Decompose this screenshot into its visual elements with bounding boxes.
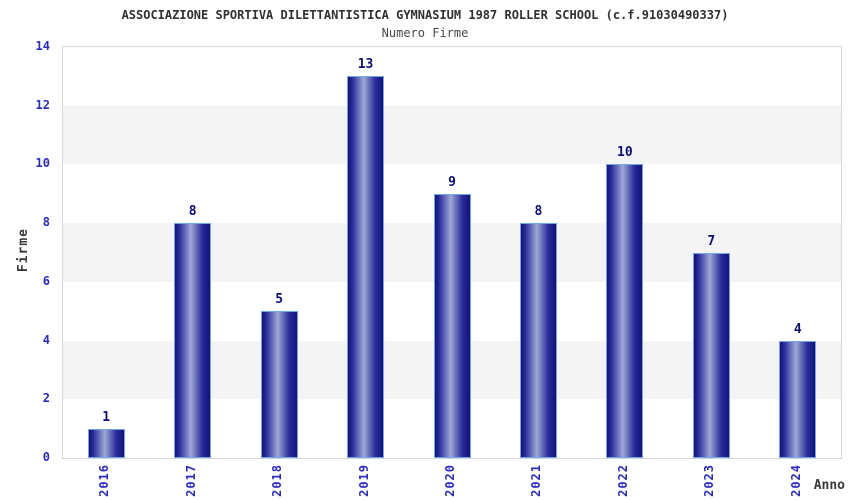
x-tick-label: 2018 (270, 464, 285, 497)
bar-value-label: 13 (357, 57, 374, 73)
y-tick-label: 4 (42, 332, 50, 347)
bar (347, 76, 385, 458)
x-tick-label: 2020 (443, 464, 457, 497)
y-tick-label: 6 (42, 273, 50, 288)
bar-value-label: 7 (707, 233, 716, 249)
bar (692, 252, 730, 458)
x-tick-label: 2021 (529, 464, 544, 497)
y-tick-label: 0 (42, 450, 50, 464)
y-axis-title: Firme (16, 228, 31, 273)
x-tick-label: 2024 (788, 464, 803, 497)
bar-value-label: 4 (793, 321, 802, 337)
bar-value-label: 9 (448, 174, 456, 190)
bar (433, 193, 471, 458)
x-tick-label: 2019 (356, 464, 371, 497)
bar (174, 223, 212, 458)
x-tick-label: 2017 (183, 464, 198, 497)
grid-band (63, 47, 841, 106)
y-tick-label: 12 (35, 97, 50, 112)
bar-value-label: 1 (102, 409, 111, 425)
x-tick-label: 2023 (702, 464, 717, 497)
bar-value-label: 8 (188, 204, 197, 220)
bar-value-label: 10 (617, 145, 633, 161)
bar (779, 340, 817, 458)
x-tick-label: 2022 (615, 464, 630, 497)
grid-band (63, 105, 841, 165)
bar (606, 164, 644, 458)
y-tick-label: 8 (42, 215, 50, 230)
bar (519, 223, 557, 458)
bar-value-label: 5 (275, 292, 284, 308)
bar (87, 428, 125, 458)
x-axis-title: Anno (813, 478, 845, 493)
bar-value-label: 8 (534, 204, 543, 220)
x-tick-label: 2016 (97, 464, 112, 497)
y-tick-label: 2 (42, 391, 50, 406)
bar (260, 311, 298, 458)
chart-title: ASSOCIAZIONE SPORTIVA DILETTANTISTICA GY… (121, 8, 729, 22)
plot-area: 1 8 5 13 9 8 10 7 4 (62, 46, 842, 459)
y-tick-label: 14 (35, 39, 50, 53)
chart-subtitle: Numero Firme (381, 26, 469, 40)
y-tick-label: 10 (35, 156, 50, 171)
